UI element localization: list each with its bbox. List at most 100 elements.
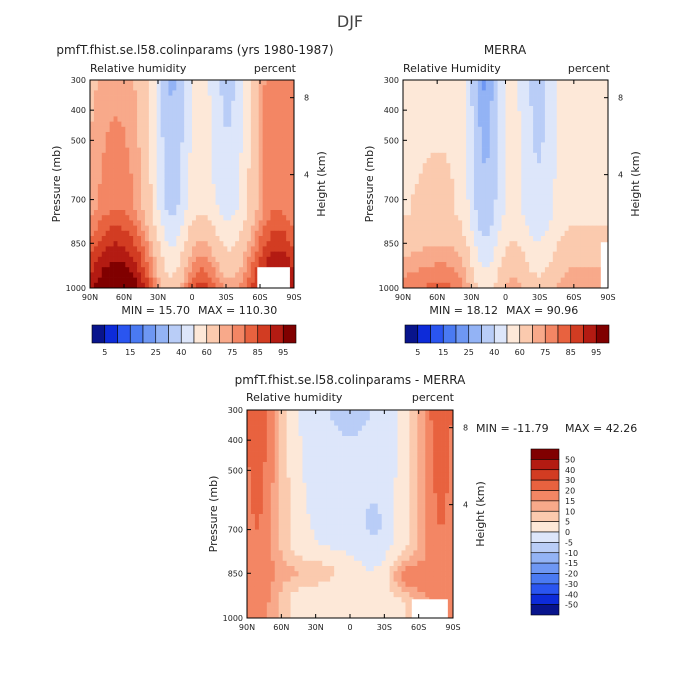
contour-cell [90, 262, 95, 268]
contour-cell [274, 121, 279, 128]
contour-cell [141, 80, 146, 86]
contour-cell [418, 204, 424, 211]
contour-cell [199, 152, 205, 159]
contour-cell [184, 189, 189, 195]
contour-cell [525, 106, 530, 112]
contour-cell [270, 142, 275, 148]
contour-cell [442, 204, 447, 211]
contour-cell [473, 282, 479, 289]
contour-cell [219, 272, 224, 278]
contour-cell [227, 173, 232, 180]
contour-cell [160, 215, 165, 221]
contour-cell [560, 116, 565, 122]
contour-cell [568, 132, 573, 138]
contour-cell [414, 90, 420, 96]
contour-cell [180, 85, 185, 91]
contour-cell [137, 251, 142, 258]
contour-cell [529, 126, 534, 133]
contour-cell [430, 137, 435, 143]
contour-cell [454, 246, 459, 252]
contour-cell [326, 441, 331, 447]
contour-cell [596, 178, 601, 185]
contour-cell [568, 189, 573, 195]
contour-cell [243, 225, 248, 232]
contour-cell [121, 230, 126, 237]
contour-cell [195, 121, 201, 128]
contour-cell [406, 121, 412, 128]
contour-cell [310, 446, 315, 452]
contour-cell [223, 251, 228, 258]
contour-cell [176, 126, 181, 133]
contour-cell [282, 415, 287, 421]
contour-cell [446, 142, 451, 148]
contour-cell [429, 451, 434, 458]
contour-cell [446, 189, 451, 195]
contour-cell [485, 267, 491, 273]
contour-cell [568, 251, 573, 258]
contour-cell [250, 482, 256, 489]
contour-cell [243, 126, 248, 133]
contour-cell [338, 472, 343, 478]
contour-cell [184, 152, 189, 159]
contour-cell [109, 230, 114, 237]
contour-cell [117, 142, 122, 148]
contour-cell [250, 215, 256, 221]
contour-cell [401, 436, 406, 442]
contour-cell [497, 142, 502, 148]
contour-cell [477, 163, 483, 169]
contour-cell [403, 90, 408, 96]
contour-cell [556, 80, 562, 86]
contour-cell [176, 277, 181, 284]
contour-cell [152, 204, 158, 211]
contour-cell [410, 267, 416, 273]
contour-cell [560, 152, 565, 159]
contour-cell [493, 236, 498, 242]
contour-cell [235, 220, 240, 226]
contour-cell [290, 210, 295, 216]
contour-cell [93, 256, 99, 263]
contour-cell [215, 126, 220, 133]
contour-cell [596, 80, 601, 86]
contour-cell [207, 100, 212, 107]
contour-cell [129, 121, 134, 128]
contour-cell [501, 225, 506, 232]
contour-cell [113, 215, 118, 221]
contour-cell [235, 116, 240, 122]
contour-cell [489, 204, 495, 211]
contour-cell [97, 272, 103, 278]
max-label: MAX = 90.96 [506, 304, 578, 317]
contour-cell [101, 152, 107, 159]
contour-cell [231, 194, 236, 200]
contour-cell [141, 236, 146, 242]
contour-cell [458, 126, 463, 133]
contour-cell [125, 158, 130, 164]
contour-cell [306, 456, 311, 463]
contour-cell [137, 121, 142, 128]
contour-cell [105, 178, 110, 185]
contour-cell [160, 132, 165, 138]
contour-cell [156, 262, 161, 268]
contour-cell [414, 246, 420, 252]
contour-cell [421, 420, 426, 426]
x-tick-label: 90N [395, 293, 411, 302]
contour-cell [517, 85, 522, 91]
contour-cell [564, 215, 569, 221]
contour-cell [160, 100, 165, 107]
contour-cell [405, 477, 410, 484]
contour-cell [473, 220, 479, 226]
contour-cell [211, 225, 216, 232]
contour-cell [449, 467, 454, 473]
contour-cell [552, 199, 558, 206]
contour-cell [373, 415, 379, 421]
contour-cell [105, 121, 110, 128]
contour-cell [148, 178, 154, 185]
contour-cell [485, 210, 491, 216]
contour-cell [97, 236, 103, 242]
contour-cell [129, 215, 134, 221]
contour-cell [144, 194, 150, 200]
contour-cell [294, 410, 299, 416]
contour-cell [219, 85, 224, 91]
contour-cell [600, 95, 605, 102]
contour-cell [406, 100, 412, 107]
